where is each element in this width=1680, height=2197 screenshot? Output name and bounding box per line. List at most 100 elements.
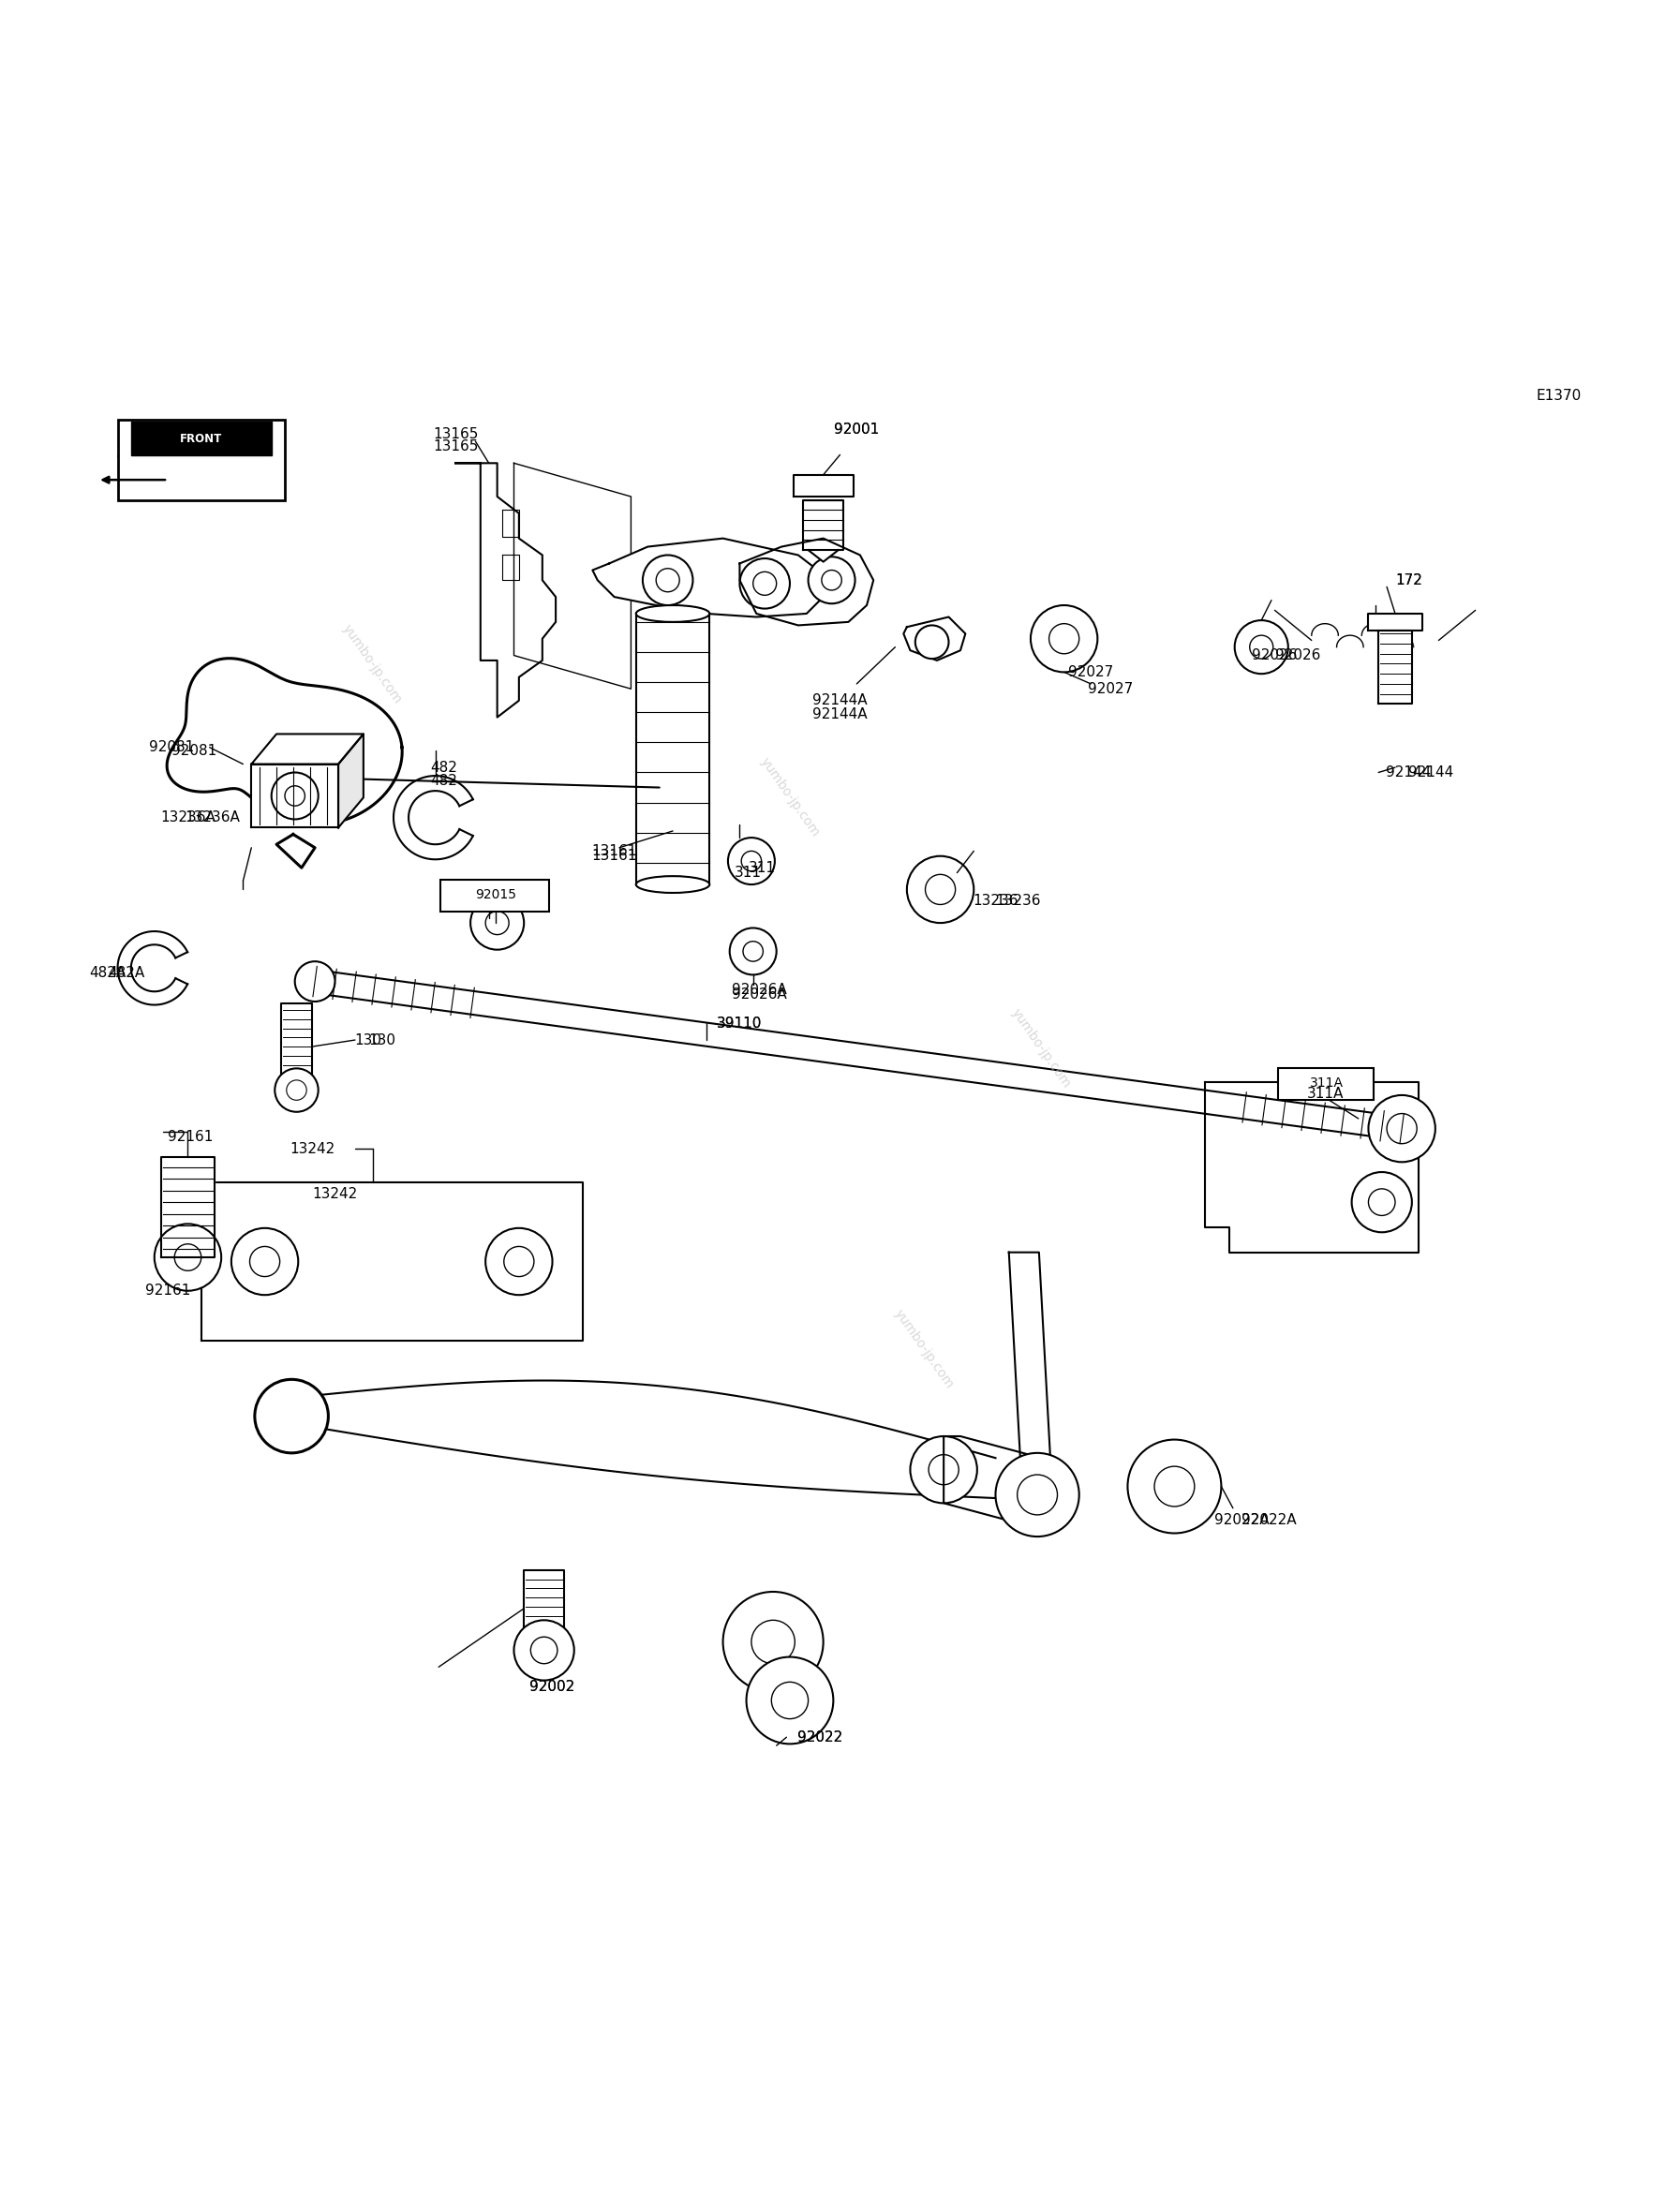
Text: 92027: 92027 <box>1087 681 1132 696</box>
Polygon shape <box>282 1004 311 1090</box>
Text: 482A: 482A <box>108 967 144 980</box>
Circle shape <box>657 569 679 591</box>
Text: E1370: E1370 <box>1537 389 1581 404</box>
Text: 311: 311 <box>734 866 761 879</box>
Text: 92001: 92001 <box>833 422 879 437</box>
Polygon shape <box>455 464 556 716</box>
Text: 92022A: 92022A <box>1242 1514 1297 1527</box>
Polygon shape <box>1379 631 1411 703</box>
Circle shape <box>739 558 790 609</box>
Circle shape <box>255 1380 328 1452</box>
Text: 92144: 92144 <box>1386 765 1431 780</box>
Circle shape <box>822 571 842 591</box>
Polygon shape <box>739 538 874 626</box>
Text: 13242: 13242 <box>312 1186 358 1202</box>
Polygon shape <box>314 969 1403 1140</box>
Polygon shape <box>944 1437 1053 1529</box>
Text: yumbo-jp.com: yumbo-jp.com <box>339 622 403 705</box>
FancyBboxPatch shape <box>440 879 549 912</box>
Circle shape <box>232 1228 299 1294</box>
Polygon shape <box>393 776 474 859</box>
Circle shape <box>1030 604 1097 672</box>
Circle shape <box>1352 1171 1411 1233</box>
Polygon shape <box>166 659 402 824</box>
Circle shape <box>926 874 956 905</box>
Circle shape <box>1250 635 1273 659</box>
Circle shape <box>741 850 761 870</box>
Circle shape <box>1369 1094 1435 1162</box>
Circle shape <box>746 1657 833 1744</box>
Text: 13236A: 13236A <box>185 811 240 824</box>
Polygon shape <box>1369 613 1421 631</box>
Circle shape <box>1386 1114 1416 1145</box>
Polygon shape <box>808 549 838 562</box>
Text: 39110: 39110 <box>717 1017 763 1030</box>
Polygon shape <box>593 538 823 617</box>
Text: 130: 130 <box>354 1033 381 1048</box>
Text: 92026A: 92026A <box>732 982 788 997</box>
Polygon shape <box>793 475 853 497</box>
Circle shape <box>916 626 949 659</box>
Polygon shape <box>252 765 338 828</box>
Text: yumbo-jp.com: yumbo-jp.com <box>1008 1006 1074 1090</box>
Text: 172: 172 <box>1394 573 1421 587</box>
Text: 482: 482 <box>430 773 457 789</box>
Text: 482A: 482A <box>89 967 126 980</box>
Text: 130: 130 <box>368 1033 395 1048</box>
Text: 92022A: 92022A <box>1215 1514 1268 1527</box>
Polygon shape <box>252 734 363 765</box>
Text: 92161: 92161 <box>168 1129 213 1145</box>
Text: 13161: 13161 <box>591 848 637 863</box>
Polygon shape <box>514 464 632 690</box>
Polygon shape <box>202 1182 583 1340</box>
Circle shape <box>1369 1189 1394 1215</box>
Text: 311A: 311A <box>1310 1077 1344 1090</box>
Text: yumbo-jp.com: yumbo-jp.com <box>892 1307 956 1391</box>
Text: 311A: 311A <box>1307 1088 1344 1101</box>
Text: 13165: 13165 <box>433 428 479 442</box>
Text: 311: 311 <box>748 861 774 874</box>
Circle shape <box>272 773 318 819</box>
Circle shape <box>727 837 774 885</box>
Text: 13165: 13165 <box>433 439 479 453</box>
Text: 92026: 92026 <box>1275 648 1320 663</box>
Circle shape <box>1381 1109 1421 1149</box>
Polygon shape <box>277 835 314 868</box>
Circle shape <box>729 927 776 975</box>
Text: 92144: 92144 <box>1408 765 1453 780</box>
Circle shape <box>911 1437 978 1503</box>
Text: 92027: 92027 <box>1068 666 1114 679</box>
Text: 13236: 13236 <box>973 894 1018 907</box>
Text: 92002: 92002 <box>529 1681 575 1694</box>
Circle shape <box>504 1246 534 1276</box>
Text: 92015: 92015 <box>475 888 516 901</box>
Text: 92022: 92022 <box>798 1731 843 1744</box>
Circle shape <box>276 1068 318 1112</box>
Circle shape <box>996 1452 1079 1536</box>
Text: 92022: 92022 <box>798 1731 843 1744</box>
Text: yumbo-jp.com: yumbo-jp.com <box>758 756 822 839</box>
Bar <box>118 420 286 501</box>
Circle shape <box>250 1246 281 1276</box>
Polygon shape <box>307 1380 996 1498</box>
Polygon shape <box>1010 1252 1052 1494</box>
Polygon shape <box>118 932 188 1004</box>
Text: 92002: 92002 <box>529 1681 575 1694</box>
Circle shape <box>643 556 692 604</box>
Circle shape <box>175 1244 202 1270</box>
Ellipse shape <box>637 604 709 622</box>
Circle shape <box>486 1228 553 1294</box>
Text: 92001: 92001 <box>833 422 879 437</box>
Circle shape <box>808 556 855 604</box>
Text: 482: 482 <box>430 760 457 776</box>
Circle shape <box>771 1683 808 1718</box>
Polygon shape <box>637 613 709 885</box>
Circle shape <box>470 896 524 949</box>
Text: 92026: 92026 <box>1252 648 1297 663</box>
Polygon shape <box>524 1571 564 1650</box>
Text: 92144A: 92144A <box>813 707 867 721</box>
Text: 172: 172 <box>1394 573 1421 587</box>
Circle shape <box>514 1619 575 1681</box>
Ellipse shape <box>637 877 709 892</box>
Circle shape <box>1154 1465 1194 1507</box>
